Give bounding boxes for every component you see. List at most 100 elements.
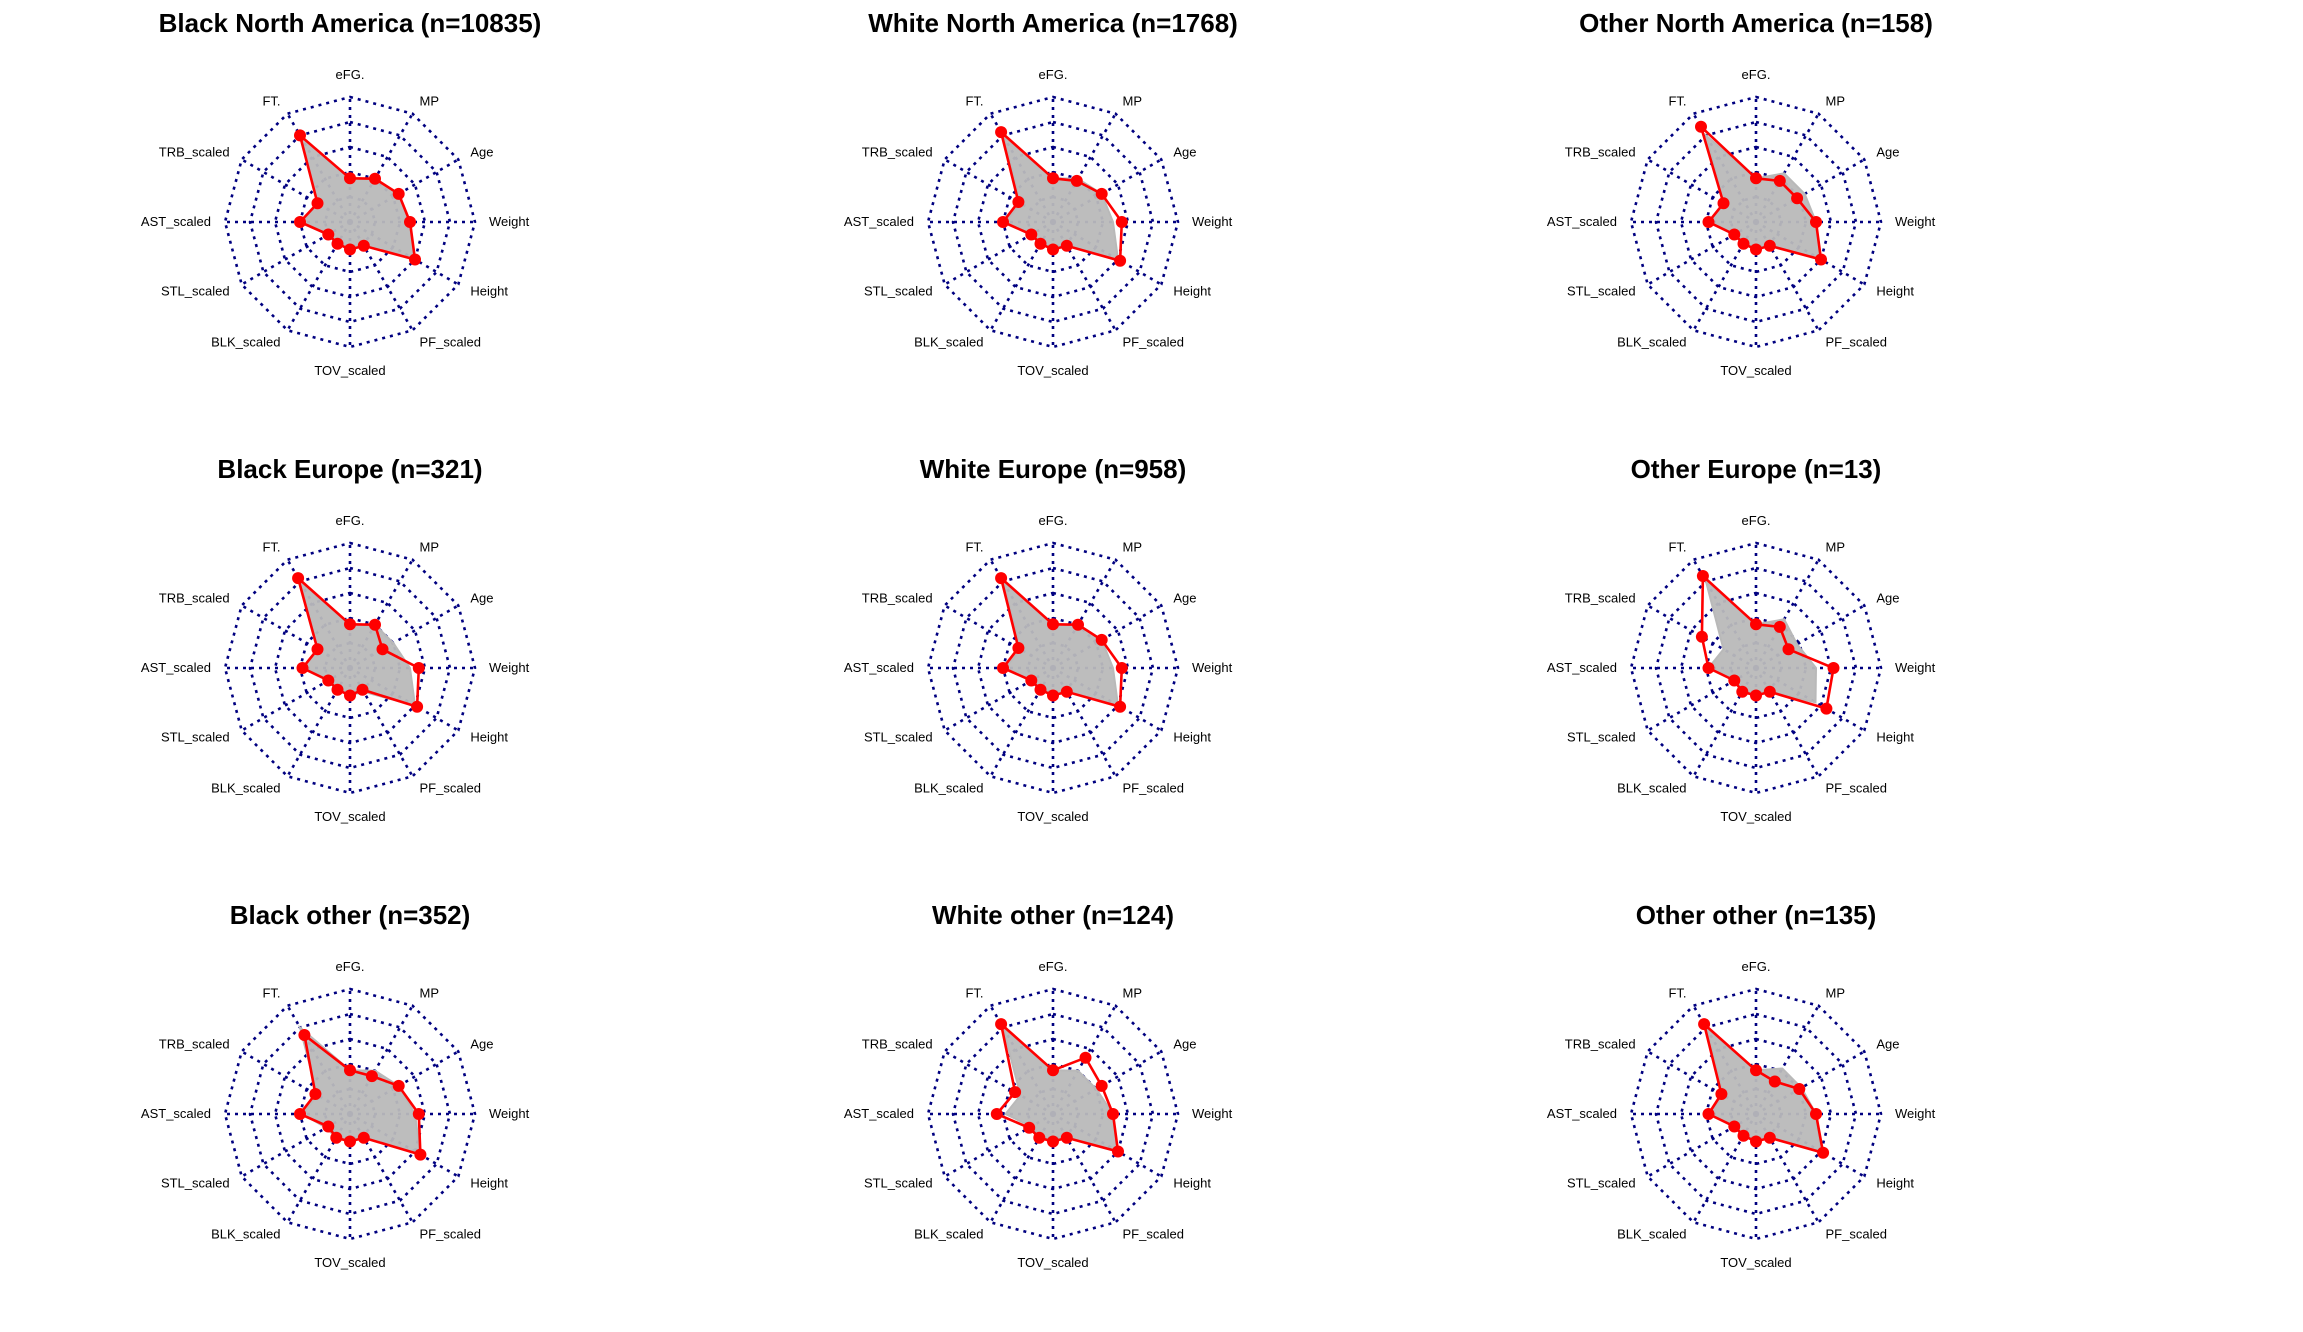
axis-spoke <box>944 666 1054 732</box>
data-point-trb-scaled <box>311 197 324 210</box>
axis-spoke <box>1052 158 1162 224</box>
grid-ring <box>1629 541 1883 795</box>
axis-label-mp: MP <box>1826 94 1846 109</box>
axis-spoke <box>1052 604 1162 670</box>
axis-label-blk-scaled: BLK_scaled <box>211 1226 280 1241</box>
radar-chart: eFG. MP Age Weight Height PF_scaled TOV_scaled… <box>844 67 1233 378</box>
data-point-height <box>1817 1146 1830 1159</box>
axis-spoke <box>1051 559 1117 669</box>
data-point-stl-scaled <box>322 228 335 241</box>
axis-label-height: Height <box>1173 1176 1211 1191</box>
axis-spoke <box>1051 113 1117 223</box>
axis-label-ft: FT. <box>1668 94 1686 109</box>
chart-title: Other North America (n=158) <box>1579 8 1933 38</box>
axis-spoke <box>944 220 1054 286</box>
axis-spoke <box>1052 1050 1162 1116</box>
axis-label-weight: Weight <box>1895 214 1936 229</box>
data-point-age <box>1095 633 1108 646</box>
data-point-age <box>1782 643 1795 656</box>
data-point-tov-scaled <box>1047 243 1059 256</box>
axis-label-stl-scaled: STL_scaled <box>161 730 230 745</box>
axis-label-ft: FT. <box>262 540 280 555</box>
axis-label-mp: MP <box>420 540 440 555</box>
axis-spoke <box>1755 1050 1865 1116</box>
axis-label-ast-scaled: AST_scaled <box>844 660 914 675</box>
data-point-ast-scaled <box>294 1108 306 1120</box>
data-point-weight <box>412 662 425 674</box>
radar-panel: Black other (n=352) eFG. MP Age Weight Height… <box>90 892 610 1332</box>
axis-label-mp: MP <box>1123 986 1143 1001</box>
data-point-mp <box>1773 620 1786 633</box>
axis-spoke <box>286 1005 352 1115</box>
axis-label-age: Age <box>1876 591 1899 606</box>
axis-spoke <box>1647 220 1757 286</box>
grid-ring <box>1629 987 1883 1241</box>
axis-label-mp: MP <box>1123 94 1143 109</box>
axis-label-efg: eFG. <box>1742 959 1771 974</box>
axis-label-pf-scaled: PF_scaled <box>1123 1226 1184 1241</box>
data-point-ft <box>995 1018 1008 1031</box>
data-point-trb-scaled <box>309 1088 322 1100</box>
axis-label-ft: FT. <box>262 986 280 1001</box>
chart-title: White North America (n=1768) <box>868 8 1238 38</box>
axis-label-height: Height <box>1876 1176 1914 1191</box>
data-point-pf-scaled <box>1763 1131 1776 1144</box>
axis-spoke <box>241 604 351 670</box>
axis-label-mp: MP <box>420 986 440 1001</box>
data-point-ft <box>294 129 306 142</box>
grid-ring <box>223 987 477 1241</box>
axis-spoke <box>1754 1113 1820 1223</box>
axis-label-age: Age <box>470 1037 493 1052</box>
axis-label-pf-scaled: PF_scaled <box>1826 780 1887 795</box>
data-point-age <box>392 1079 405 1092</box>
axis-label-age: Age <box>470 145 493 160</box>
radar-chart: eFG. MP Age Weight Height PF_scaled TOV_scaled… <box>844 513 1233 824</box>
data-point-pf-scaled <box>1060 239 1073 252</box>
axis-label-ft: FT. <box>1668 540 1686 555</box>
axis-spoke <box>1051 1113 1117 1223</box>
data-point-tov-scaled <box>344 1135 356 1148</box>
axis-label-trb-scaled: TRB_scaled <box>1565 1037 1636 1052</box>
data-point-efg <box>1047 172 1059 185</box>
data-point-weight <box>1810 216 1822 228</box>
data-point-weight <box>1827 662 1840 674</box>
axis-spoke <box>348 113 414 223</box>
axis-label-ft: FT. <box>262 94 280 109</box>
axis-label-blk-scaled: BLK_scaled <box>211 334 280 349</box>
data-point-ast-scaled <box>1702 216 1715 228</box>
axis-label-stl-scaled: STL_scaled <box>864 730 933 745</box>
data-point-tov-scaled <box>1750 243 1762 256</box>
axis-spoke <box>1647 666 1757 732</box>
axis-spoke <box>349 220 459 286</box>
data-point-tov-scaled <box>344 243 356 256</box>
axis-label-weight: Weight <box>1192 660 1233 675</box>
axis-label-trb-scaled: TRB_scaled <box>159 1037 230 1052</box>
chart-title: White other (n=124) <box>932 900 1174 930</box>
radar-panel: White North America (n=1768) eFG. MP Age Wei… <box>793 0 1313 440</box>
data-point-efg <box>1047 618 1059 631</box>
axis-spoke <box>1754 667 1820 777</box>
axis-spoke <box>348 221 414 331</box>
axis-label-ast-scaled: AST_scaled <box>141 1106 211 1121</box>
axis-label-efg: eFG. <box>1742 513 1771 528</box>
axis-label-ast-scaled: AST_scaled <box>844 1106 914 1121</box>
axis-spoke <box>1647 1112 1757 1178</box>
data-point-ast-scaled <box>1702 1108 1715 1120</box>
data-point-ft <box>1695 120 1707 133</box>
axis-label-blk-scaled: BLK_scaled <box>1617 334 1686 349</box>
axis-spoke <box>349 1112 459 1178</box>
axis-label-ft: FT. <box>965 94 983 109</box>
data-point-ft <box>1696 570 1709 582</box>
axis-spoke <box>1051 1005 1117 1115</box>
radar-panel: White other (n=124) eFG. MP Age Weight Height… <box>793 892 1313 1332</box>
data-point-stl-scaled <box>1728 228 1741 241</box>
axis-spoke <box>1051 667 1117 777</box>
data-point-blk-scaled <box>1737 1129 1750 1142</box>
chart-title: Black North America (n=10835) <box>158 8 542 38</box>
data-point-efg <box>1750 618 1762 631</box>
data-point-blk-scaled <box>331 237 344 250</box>
axis-spoke <box>1692 221 1758 331</box>
axis-label-age: Age <box>1173 1037 1196 1052</box>
axis-spoke <box>349 1050 459 1116</box>
axis-label-tov-scaled: TOV_scaled <box>314 363 385 378</box>
